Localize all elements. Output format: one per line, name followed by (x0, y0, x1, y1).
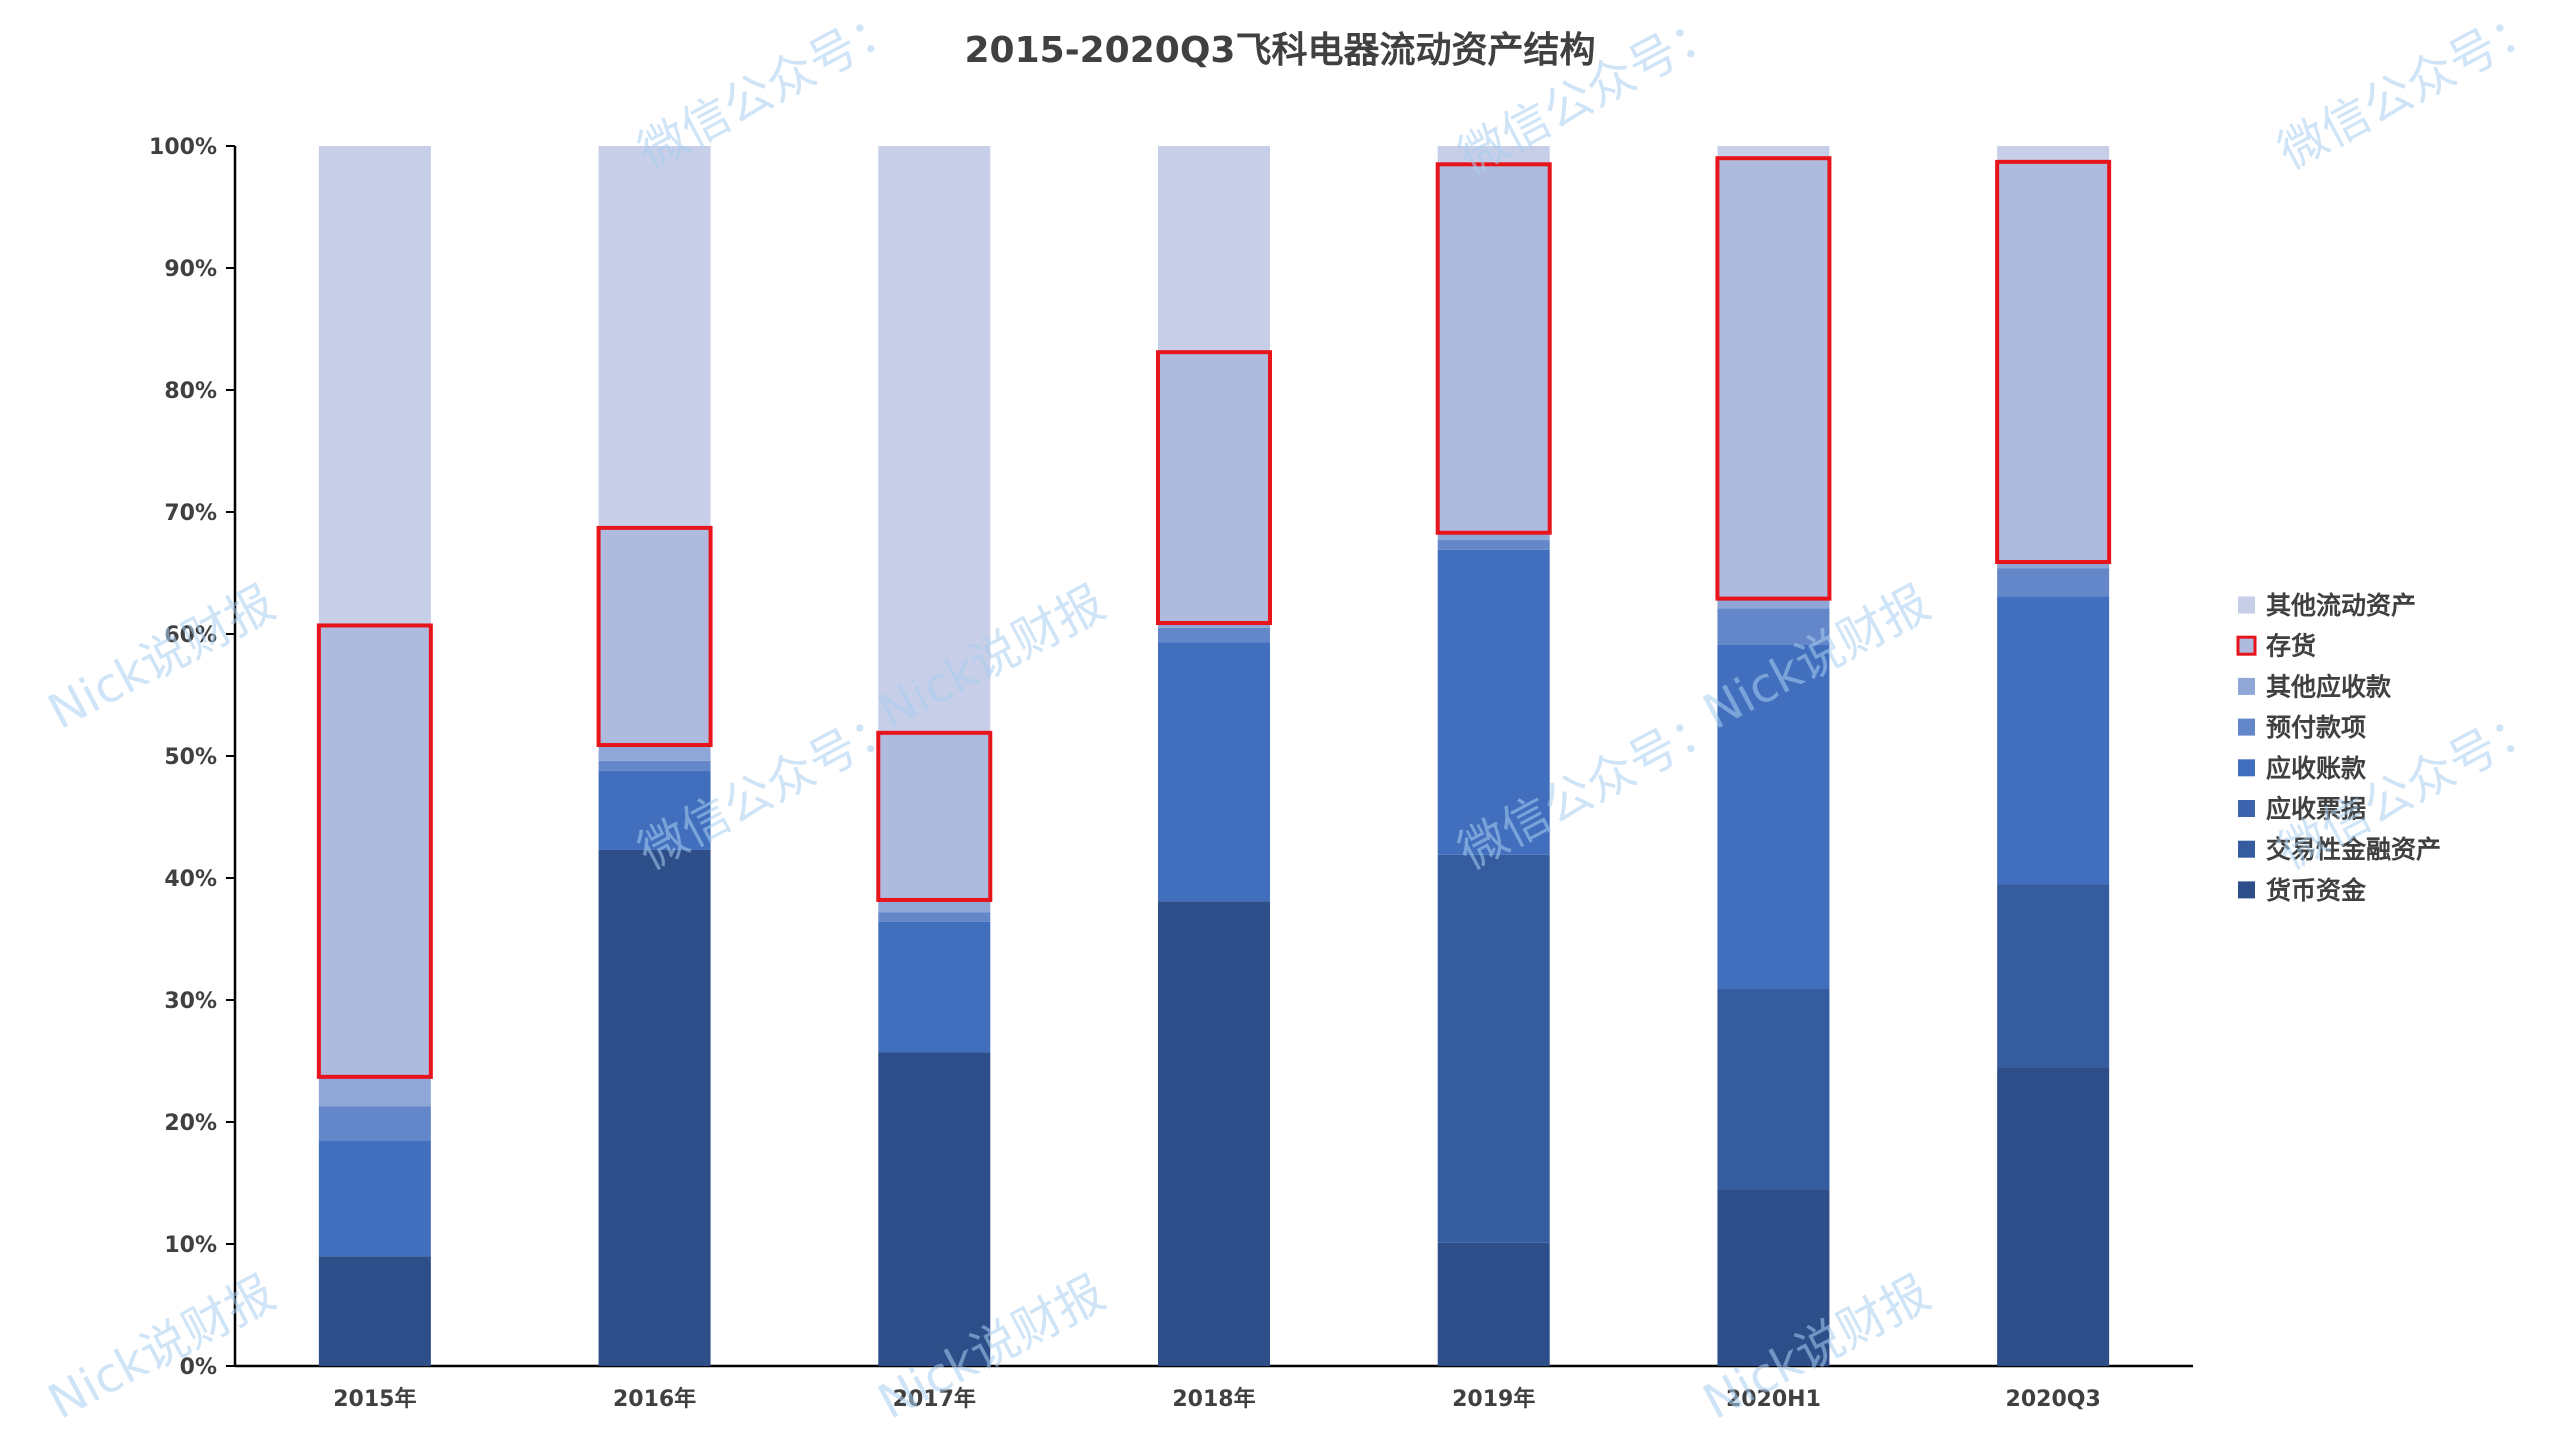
highlight-box (876, 730, 993, 902)
bar-segment (598, 849, 711, 1366)
bar-segment (1437, 854, 1550, 1243)
bar-segment (318, 1106, 431, 1141)
bar-segment (318, 1256, 431, 1366)
x-tick-label: 2018年 (1172, 1386, 1255, 1412)
watermark-text: Nick说财报 (39, 575, 284, 741)
legend-label: 其他流动资产 (2266, 591, 2416, 620)
bar-segment (878, 899, 991, 913)
bar-segment (1997, 596, 2110, 885)
y-tick-label: 60% (164, 623, 217, 648)
bar-segment (1717, 989, 1830, 1190)
y-tick-label: 0% (180, 1355, 217, 1380)
bar-segment (1437, 1242, 1550, 1366)
bar-segment (598, 770, 711, 850)
legend-label: 交易性金融资产 (2266, 835, 2441, 864)
legend-label: 存货 (2266, 632, 2316, 661)
bar-segment (1717, 1189, 1830, 1366)
legend-swatch (2236, 635, 2257, 656)
y-tick-label: 70% (164, 501, 217, 526)
bars (318, 146, 2110, 1366)
highlight-box (1715, 156, 1832, 601)
y-tick-label: 10% (164, 1233, 217, 1258)
legend-label: 应收账款 (2266, 754, 2367, 783)
legend-swatch (2238, 759, 2255, 777)
highlight-box (316, 623, 433, 1079)
y-tick-label: 40% (164, 867, 217, 892)
bar-segment (1997, 1067, 2110, 1366)
highlight-box (596, 525, 713, 748)
y-tick-label: 20% (164, 1111, 217, 1136)
bar-segment (1997, 884, 2110, 1068)
highlight-box (1995, 159, 2112, 565)
legend-label: 货币资金 (2266, 876, 2367, 905)
highlight-boxes (316, 156, 2112, 1079)
y-tick-label: 100% (149, 135, 217, 160)
y-tick-label: 90% (164, 257, 217, 282)
bar-segment (1997, 146, 2110, 162)
bar-segment (1158, 901, 1270, 1366)
bar-segment (878, 921, 991, 1053)
bar-segment (1717, 598, 1830, 609)
bar-segment (1717, 146, 1830, 159)
x-tick-label: 2019年 (1452, 1386, 1535, 1412)
legend-label: 预付款项 (2266, 713, 2366, 742)
bar-segment (318, 625, 431, 1077)
bar-segment (598, 527, 711, 746)
watermark-text: Nick说财报 (39, 1265, 284, 1431)
legend-swatch (2238, 881, 2255, 899)
legend-swatch (2238, 800, 2255, 817)
bar-segment (878, 1052, 991, 1366)
bar-segment (318, 146, 431, 626)
x-tick-label: 2015年 (333, 1386, 416, 1412)
y-tick-label: 50% (164, 745, 217, 770)
bar-segment (598, 745, 711, 761)
bar-segment (318, 1140, 431, 1257)
y-tick-label: 30% (164, 989, 217, 1014)
bar-segment (1717, 608, 1830, 645)
bar-segment (318, 1076, 431, 1107)
bar-segment (1997, 161, 2110, 563)
bar-segment (1158, 642, 1270, 902)
bar-segment (1158, 146, 1270, 353)
bar-segment (878, 732, 991, 900)
bar-segment (1997, 568, 2110, 597)
bar-segment (1158, 352, 1270, 624)
bar-segment (598, 146, 711, 528)
bar-segment (1437, 532, 1550, 541)
watermark-text: 微信公众号： (629, 0, 910, 181)
legend-swatch (2238, 840, 2255, 858)
bar-segment (1437, 549, 1550, 855)
legend-label: 应收票据 (2266, 795, 2366, 824)
legend-swatch (2238, 677, 2255, 695)
x-tick-label: 2016年 (613, 1386, 696, 1412)
legend-swatch (2238, 596, 2255, 614)
bar-segment (1717, 158, 1830, 599)
bar-segment (1717, 644, 1830, 990)
bar-segment (1158, 627, 1270, 643)
y-ticks: 0% 10% 20% 30% 40% 50% 60% 70% 80% 90% 100% (149, 135, 235, 1380)
bar-segment (1437, 146, 1550, 165)
bar-segment (1437, 540, 1550, 550)
legend-label: 其他应收款 (2266, 672, 2392, 701)
y-tick-label: 80% (164, 379, 217, 404)
bar-segment (1437, 164, 1550, 533)
highlight-box (1156, 350, 1272, 626)
bar-segment (598, 760, 711, 771)
x-tick-label: 2020H1 (1726, 1387, 1821, 1412)
bar-segment (878, 146, 991, 733)
x-ticks: 2015年 2016年 2017年 2018年 2019年 2020H1 2020Q3 (333, 1386, 2101, 1412)
highlight-box (1435, 162, 1552, 535)
bar-segment (1997, 562, 2110, 569)
x-tick-label: 2020Q3 (2006, 1387, 2101, 1412)
watermark-text: 微信公众号： (2269, 0, 2550, 181)
watermark-text: 微信公众号： (1449, 1, 1730, 186)
legend-swatch (2238, 718, 2255, 736)
x-tick-label: 2017年 (893, 1386, 976, 1412)
chart-title: 2015-2020Q3飞科电器流动资产结构 (965, 30, 1596, 71)
bar-segment (1158, 623, 1270, 628)
bar-segment (878, 912, 991, 922)
